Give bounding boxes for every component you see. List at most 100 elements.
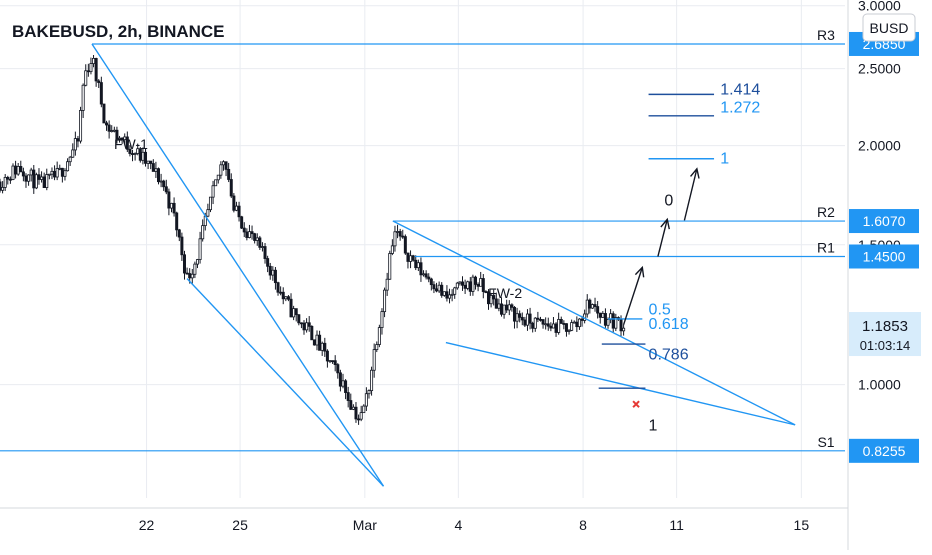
candle-body <box>198 238 202 260</box>
candle-body <box>177 229 181 238</box>
candle-body <box>99 82 103 105</box>
candle-body <box>614 317 618 329</box>
candle-body <box>380 311 384 328</box>
candle-body <box>302 322 306 331</box>
last-price-countdown: 01:03:14 <box>860 338 911 353</box>
candle-body <box>349 400 353 410</box>
candle-body <box>86 70 90 73</box>
candle-body <box>89 63 93 73</box>
candle-body <box>315 334 319 346</box>
candle-body <box>172 202 176 214</box>
candle-body <box>507 304 511 311</box>
candle-body <box>601 313 605 318</box>
level-label-r1: R1 <box>817 240 835 256</box>
candle-body <box>128 148 132 154</box>
candle-body <box>401 235 405 238</box>
time-tick-label: 25 <box>232 517 248 533</box>
candle-body <box>585 299 589 315</box>
candle-body <box>544 323 548 326</box>
fib-label-lower: 0.5 <box>649 302 671 319</box>
candle-body <box>564 323 568 332</box>
candle-body <box>299 322 303 325</box>
candle-body <box>8 178 12 181</box>
candle-body <box>107 124 111 132</box>
candle-body <box>528 313 532 324</box>
candle-body <box>68 156 72 163</box>
candle-body <box>97 80 101 83</box>
candle-body <box>240 216 244 229</box>
candle-body <box>603 313 607 326</box>
pattern-label-fw-1: FW-1 <box>114 136 148 152</box>
candle-body <box>390 245 394 254</box>
candle-body <box>247 231 251 238</box>
candle-body <box>221 161 225 166</box>
price-tick-label: 2.5000 <box>858 61 901 77</box>
candle-body <box>450 293 454 296</box>
stop-x-marker <box>632 400 640 408</box>
candle-body <box>112 129 116 132</box>
candle-body <box>21 171 25 177</box>
candle-body <box>559 319 563 324</box>
candle-body <box>403 236 407 254</box>
candle-body <box>42 176 46 188</box>
candle-body <box>45 174 49 188</box>
candle-body <box>515 313 519 322</box>
candle-body <box>448 294 452 299</box>
candle-body <box>144 151 148 164</box>
candle-body <box>258 237 262 248</box>
candle-body <box>169 202 173 209</box>
candle-body <box>297 314 301 324</box>
candle-body <box>229 179 233 197</box>
candle-body <box>383 289 387 313</box>
candle-body <box>263 246 267 259</box>
candle-body <box>596 306 600 314</box>
price-tick-label: 2.0000 <box>858 138 901 154</box>
time-tick-label: 8 <box>579 517 587 533</box>
candle-body <box>375 344 379 351</box>
candle-body <box>536 317 540 320</box>
candle-body <box>409 255 413 262</box>
candle-body <box>437 284 441 292</box>
candle-body <box>440 284 444 296</box>
candle-body <box>567 329 571 332</box>
candle-body <box>164 186 168 193</box>
candle-body <box>570 322 574 331</box>
price-tag-label: 1.4500 <box>863 249 906 265</box>
candle-body <box>318 334 322 351</box>
candle-body <box>201 225 205 240</box>
candle-body <box>151 163 155 172</box>
candle-body <box>81 84 85 111</box>
fw1-upper-trendline <box>91 43 385 487</box>
candle-body <box>307 322 311 327</box>
pattern-label-fw-2: FW-2 <box>488 285 522 301</box>
candle-body <box>190 273 194 279</box>
currency-badge[interactable]: BUSD <box>862 13 916 42</box>
candle-body <box>484 291 488 293</box>
candle-body <box>476 284 480 287</box>
candle-body <box>364 393 368 407</box>
candle-body <box>416 262 420 269</box>
fw1-lower-trendline <box>186 278 385 487</box>
fib-label-upper: 1 <box>720 150 729 167</box>
candle-body <box>19 166 23 173</box>
candle-body <box>110 130 114 132</box>
candle-body <box>370 369 374 392</box>
candle-body <box>92 58 96 64</box>
candle-body <box>310 325 314 341</box>
candle-body <box>606 319 610 326</box>
price-tick-label: 3.0000 <box>858 0 901 14</box>
candle-body <box>182 254 186 274</box>
candle-body <box>505 304 509 311</box>
candle-body <box>323 342 327 352</box>
candle-body <box>489 295 493 305</box>
candle-body <box>362 405 366 414</box>
candle-body <box>481 278 485 292</box>
candle-body <box>105 122 109 126</box>
time-tick-label: 22 <box>139 517 155 533</box>
candle-body <box>341 380 345 387</box>
candle-body <box>133 153 137 155</box>
candle-body <box>305 322 309 331</box>
candle-body <box>419 262 423 276</box>
